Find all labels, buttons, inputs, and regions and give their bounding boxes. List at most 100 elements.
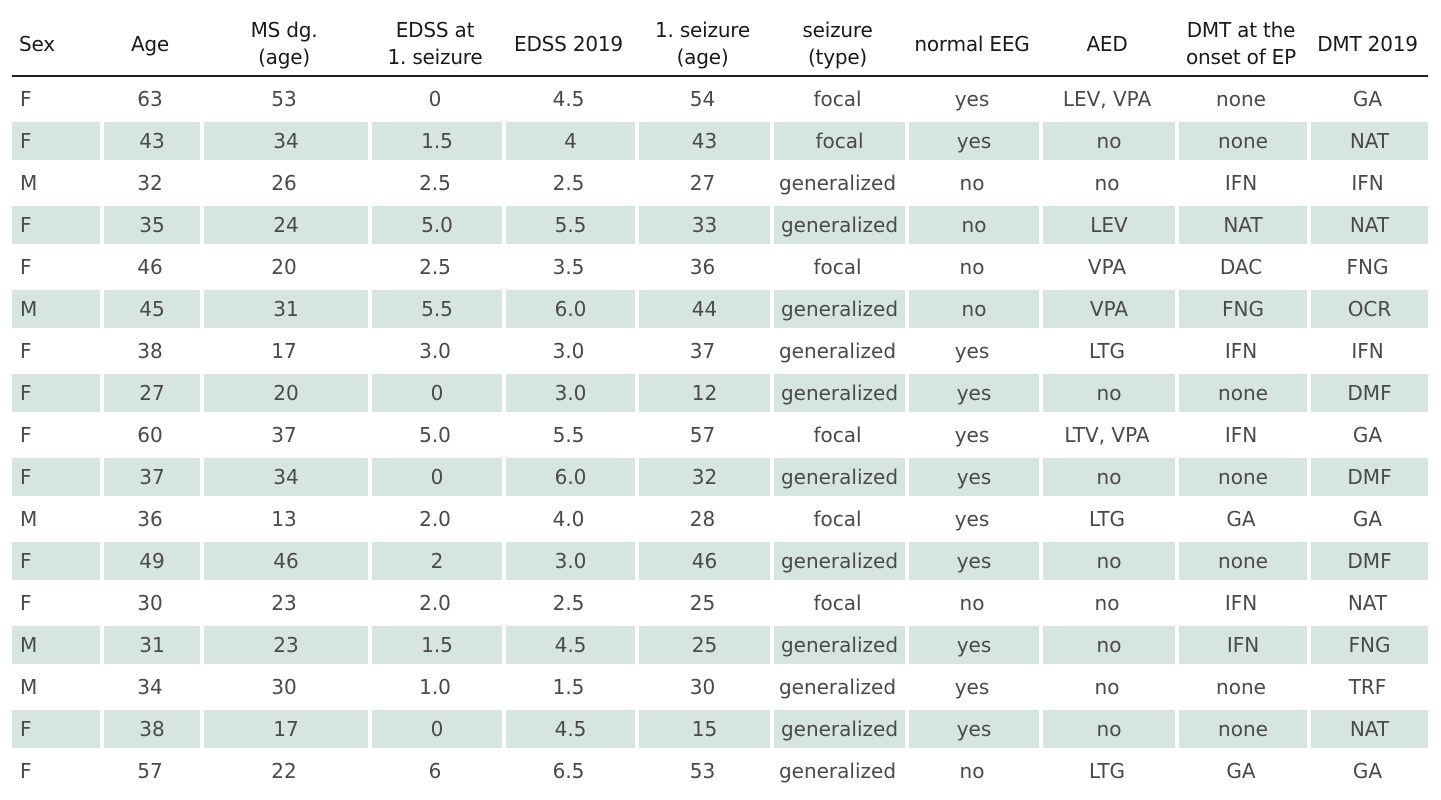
cell-edss-2019: 5.5 (552, 423, 585, 447)
cell-dmt-2019: DMF (1307, 372, 1428, 414)
cell-age: 37 (100, 456, 200, 498)
column-header-dmt-at-onset: DMT at the onset of EP (1175, 13, 1307, 77)
cell-edss-2019: 4.5 (552, 86, 585, 111)
cell-age: 43 (100, 120, 200, 162)
cell-edss-at-first-seizure: 1.5 (368, 624, 502, 666)
cell-seizure-type: generalized (770, 708, 905, 750)
cell-ms-dg-age: 34 (200, 120, 368, 162)
cell-sex: F (12, 540, 100, 582)
table-row: F 35 24 5.0 5.5 33 generalized no LEV NAT NAT (12, 204, 1428, 246)
cell-dmt-at-onset: IFN (1224, 339, 1258, 363)
cell-first-seizure-age: 37 (689, 339, 716, 363)
cell-normal-eeg: yes (905, 540, 1039, 582)
column-header-sex: Sex (12, 13, 100, 77)
cell-sex: F (20, 86, 32, 111)
column-header-edss-2019: EDSS 2019 (502, 13, 635, 77)
cell-seizure-type: generalized (778, 339, 897, 363)
cell-edss-at-first-seizure: 2 (368, 540, 502, 582)
table-row: F 30 23 2.0 2.5 25 focal no no IFN NAT (12, 582, 1428, 624)
cell-dmt-2019: GA (1352, 759, 1383, 783)
cell-edss-at-first-seizure: 0 (368, 456, 502, 498)
cell-first-seizure-age: 53 (689, 759, 716, 783)
cell-edss-at-first-seizure: 2.0 (419, 507, 451, 531)
column-header-seizure-type: seizure (type) (770, 13, 905, 77)
cell-normal-eeg: yes (905, 624, 1039, 666)
table-row: F 27 20 0 3.0 12 generalized yes no none DMF (12, 372, 1428, 414)
cell-ms-dg-age: 53 (271, 86, 297, 111)
cell-edss-2019: 4.0 (552, 507, 585, 531)
cell-first-seizure-age: 36 (689, 255, 716, 279)
cell-seizure-type: focal (770, 120, 905, 162)
cell-seizure-type: generalized (770, 372, 905, 414)
cell-seizure-type: generalized (778, 171, 897, 195)
cell-edss-at-first-seizure: 5.0 (368, 204, 502, 246)
cell-ms-dg-age: 17 (271, 339, 297, 363)
cell-sex: F (20, 339, 32, 363)
cell-aed: no (1039, 372, 1175, 414)
cell-first-seizure-age: 12 (635, 372, 770, 414)
cell-seizure-type: generalized (770, 204, 905, 246)
cell-edss-at-first-seizure: 2.5 (419, 171, 451, 195)
cell-aed: no (1039, 120, 1175, 162)
cell-edss-2019: 6.0 (502, 288, 635, 330)
cell-edss-at-first-seizure: 5.0 (419, 423, 451, 447)
cell-sex: F (20, 255, 32, 279)
cell-aed: no (1039, 540, 1175, 582)
cell-dmt-at-onset: IFN (1224, 423, 1258, 447)
cell-edss-2019: 3.0 (502, 372, 635, 414)
cell-edss-at-first-seizure: 5.5 (368, 288, 502, 330)
cell-sex: F (12, 708, 100, 750)
cell-edss-at-first-seizure: 6 (428, 759, 442, 783)
table-row: F 43 34 1.5 4 43 focal yes no none NAT (12, 120, 1428, 162)
cell-age: 31 (100, 624, 200, 666)
cell-ms-dg-age: 17 (200, 708, 368, 750)
cell-aed: LEV, VPA (1062, 86, 1152, 111)
cell-dmt-2019: NAT (1347, 591, 1388, 615)
cell-ms-dg-age: 13 (271, 507, 297, 531)
cell-dmt-2019: NAT (1307, 204, 1428, 246)
cell-sex: F (12, 204, 100, 246)
cell-dmt-2019: TRF (1348, 675, 1387, 699)
cell-aed: LTG (1088, 759, 1126, 783)
column-header-age: Age (100, 13, 200, 77)
cell-ms-dg-age: 24 (200, 204, 368, 246)
cell-dmt-2019: DMF (1307, 540, 1428, 582)
cell-sex: M (12, 288, 100, 330)
cell-seizure-type: generalized (778, 675, 897, 699)
cell-dmt-2019: IFN (1351, 339, 1384, 363)
cell-seizure-type: generalized (778, 759, 897, 783)
cell-first-seizure-age: 46 (635, 540, 770, 582)
cell-normal-eeg: no (959, 759, 985, 783)
cell-seizure-type: generalized (770, 456, 905, 498)
table-header: Sex Age MS dg. (age) EDSS at 1. seizure EDSS 2… (12, 13, 1428, 77)
cell-dmt-at-onset: IFN (1175, 624, 1307, 666)
cell-edss-2019: 5.5 (502, 204, 635, 246)
cell-aed: LTG (1088, 507, 1126, 531)
cell-seizure-type: focal (813, 423, 862, 447)
cell-dmt-at-onset: none (1175, 540, 1307, 582)
cell-dmt-at-onset: none (1216, 86, 1266, 111)
cell-ms-dg-age: 20 (271, 255, 297, 279)
cell-aed: no (1094, 591, 1120, 615)
cell-dmt-2019: FNG (1307, 624, 1428, 666)
cell-ms-dg-age: 31 (200, 288, 368, 330)
cell-dmt-2019: GA (1352, 423, 1383, 447)
cell-edss-2019: 3.5 (552, 255, 585, 279)
cell-dmt-2019: NAT (1307, 708, 1428, 750)
cell-edss-at-first-seizure: 0 (368, 372, 502, 414)
cell-normal-eeg: yes (905, 456, 1039, 498)
cell-edss-at-first-seizure: 1.5 (368, 120, 502, 162)
cell-first-seizure-age: 30 (689, 675, 716, 699)
cell-age: 38 (137, 339, 163, 363)
cell-normal-eeg: yes (905, 120, 1039, 162)
cell-ms-dg-age: 46 (200, 540, 368, 582)
cell-dmt-2019: OCR (1307, 288, 1428, 330)
cell-normal-eeg: no (905, 288, 1039, 330)
column-header-ms-dg-age: MS dg. (age) (200, 13, 368, 77)
cell-sex: F (20, 591, 32, 615)
cell-age: 36 (137, 507, 163, 531)
cell-edss-2019: 4 (502, 120, 635, 162)
cell-aed: VPA (1039, 288, 1175, 330)
cell-ms-dg-age: 37 (271, 423, 297, 447)
cell-seizure-type: generalized (770, 624, 905, 666)
